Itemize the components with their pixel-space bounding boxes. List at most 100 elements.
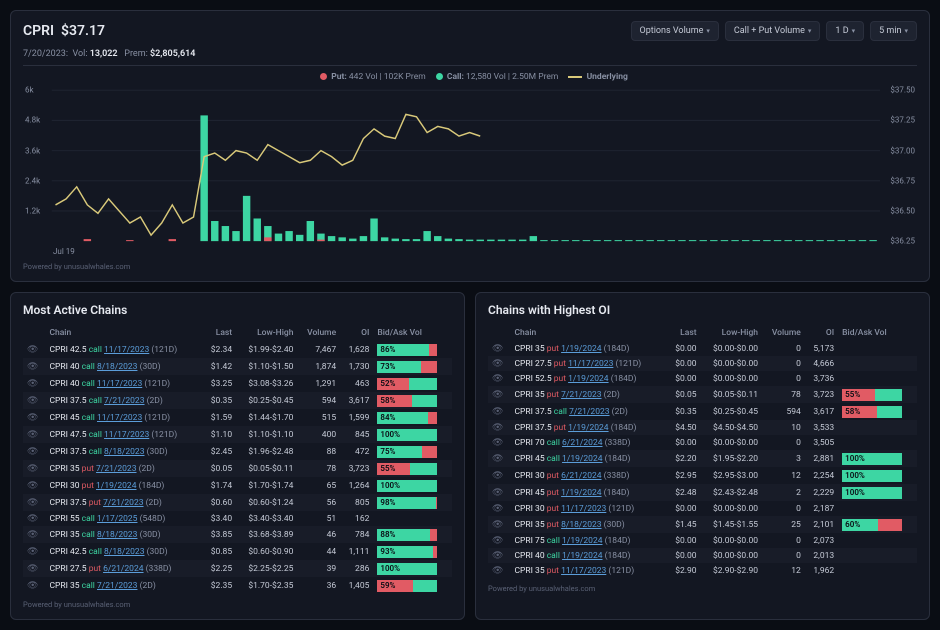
expiry-link[interactable]: 8/18/2023 [561, 520, 601, 530]
expiry-link[interactable]: 1/19/2024 [568, 374, 608, 384]
last-cell: $1.74 [202, 477, 236, 494]
expiry-link[interactable]: 7/21/2023 [561, 390, 601, 400]
eye-icon[interactable]: 👁 [492, 566, 503, 576]
expiry-link[interactable]: 7/21/2023 [96, 464, 136, 474]
control-1-d[interactable]: 1 D▾ [826, 21, 864, 41]
control-5-min[interactable]: 5 min▾ [870, 21, 917, 41]
col-header: Last [202, 325, 236, 341]
volume-cell: 1,874 [297, 358, 340, 375]
control-options-volume[interactable]: Options Volume▾ [631, 21, 719, 41]
eye-icon[interactable]: 👁 [27, 345, 38, 355]
chevron-down-icon: ▾ [706, 27, 710, 35]
expiry-link[interactable]: 1/17/2025 [97, 514, 137, 524]
table-row: 👁 CPRI 35 call 8/18/2023 (30D) $3.85 $3.… [23, 526, 452, 543]
expiry-link[interactable]: 7/21/2023 [104, 396, 144, 406]
volume-cell: 10 [762, 420, 805, 435]
expiry-link[interactable]: 7/21/2023 [569, 407, 609, 417]
eye-icon[interactable]: 👁 [492, 488, 503, 498]
table-row: 👁 CPRI 40 call 8/18/2023 (30D) $1.42 $1.… [23, 358, 452, 375]
eye-icon[interactable]: 👁 [27, 581, 38, 591]
expiry-link[interactable]: 1/19/2024 [561, 344, 601, 354]
chain-cell: CPRI 37.5 put 7/21/2023 (2D) [45, 494, 202, 511]
last-cell: $0.00 [667, 501, 701, 516]
eye-icon[interactable]: 👁 [27, 564, 38, 574]
legend-call-label: Call: [447, 72, 464, 82]
expiry-link[interactable]: 11/17/2023 [561, 566, 606, 576]
eye-icon[interactable]: 👁 [27, 379, 38, 389]
eye-icon[interactable]: 👁 [492, 407, 503, 417]
lowhigh-cell: $1.10-$1.50 [236, 358, 297, 375]
eye-icon[interactable]: 👁 [27, 413, 38, 423]
expiry-link[interactable]: 1/19/2024 [561, 488, 601, 498]
control-call-put-volume[interactable]: Call + Put Volume▾ [725, 21, 821, 41]
eye-icon[interactable]: 👁 [27, 396, 38, 406]
eye-icon[interactable]: 👁 [27, 498, 38, 508]
bid-ask-bar: 100% [377, 480, 437, 492]
oi-cell: 3,617 [340, 392, 373, 409]
last-cell: $3.25 [202, 375, 236, 392]
eye-icon[interactable]: 👁 [27, 362, 38, 372]
expiry-link[interactable]: 7/21/2023 [97, 581, 137, 591]
expiry-link[interactable]: 6/21/2024 [103, 564, 143, 574]
eye-icon[interactable]: 👁 [27, 464, 38, 474]
eye-icon[interactable]: 👁 [27, 481, 38, 491]
table-row: 👁 CPRI 45 call 11/17/2023 (121D) $1.59 $… [23, 409, 452, 426]
last-cell: $0.00 [667, 371, 701, 386]
expiry-link[interactable]: 11/17/2023 [97, 379, 142, 389]
underlying-line-icon [568, 76, 582, 78]
bid-ask-bar: 100% [842, 487, 902, 499]
expiry-link[interactable]: 7/21/2023 [103, 498, 143, 508]
call-dot-icon [436, 73, 443, 80]
expiry-link[interactable]: 11/17/2023 [104, 430, 149, 440]
lowhigh-cell: $0.00-$0.00 [701, 548, 762, 563]
lowhigh-cell: $2.25-$2.25 [236, 560, 297, 577]
eye-icon[interactable]: 👁 [492, 471, 503, 481]
expiry-link[interactable]: 11/17/2023 [97, 413, 142, 423]
oi-cell: 286 [340, 560, 373, 577]
eye-icon[interactable]: 👁 [27, 447, 38, 457]
expiry-link[interactable]: 1/19/2024 [562, 551, 602, 561]
eye-icon[interactable]: 👁 [492, 438, 503, 448]
expiry-link[interactable]: 11/17/2023 [561, 504, 606, 514]
volume-cell: 44 [297, 543, 340, 560]
expiry-link[interactable]: 6/21/2024 [561, 471, 601, 481]
eye-icon[interactable]: 👁 [492, 359, 503, 369]
y-axis-left-tick: 2.4k [25, 176, 40, 185]
eye-icon[interactable]: 👁 [27, 530, 38, 540]
expiry-link[interactable]: 8/18/2023 [104, 447, 144, 457]
chain-cell: CPRI 35 put 8/18/2023 (30D) [511, 516, 667, 533]
expiry-link[interactable]: 1/19/2024 [568, 423, 608, 433]
expiry-link[interactable]: 1/19/2024 [96, 481, 136, 491]
expiry-link[interactable]: 1/19/2024 [562, 454, 602, 464]
expiry-link[interactable]: 11/17/2023 [568, 359, 613, 369]
eye-icon[interactable]: 👁 [492, 374, 503, 384]
eye-icon[interactable]: 👁 [492, 520, 503, 530]
eye-icon[interactable]: 👁 [492, 423, 503, 433]
expiry-link[interactable]: 8/18/2023 [104, 547, 144, 557]
y-axis-right-tick: $36.25 [890, 237, 915, 246]
eye-icon[interactable]: 👁 [27, 547, 38, 557]
eye-icon[interactable]: 👁 [492, 504, 503, 514]
eye-icon[interactable]: 👁 [27, 430, 38, 440]
expiry-link[interactable]: 8/18/2023 [97, 362, 137, 372]
lowhigh-cell: $2.95-$3.00 [701, 467, 762, 484]
eye-icon[interactable]: 👁 [27, 514, 38, 524]
ticker-price: CPRI $37.17 [23, 23, 105, 39]
lowhigh-cell: $1.96-$2.48 [236, 443, 297, 460]
bid-ask-bar: 59% [377, 580, 437, 592]
expiry-link[interactable]: 6/21/2024 [562, 438, 602, 448]
eye-icon[interactable]: 👁 [492, 454, 503, 464]
chain-cell: CPRI 27.5 put 11/17/2023 (121D) [511, 356, 667, 371]
expiry-link[interactable]: 8/18/2023 [97, 530, 137, 540]
expiry-link[interactable]: 11/17/2023 [104, 345, 149, 355]
eye-icon[interactable]: 👁 [492, 344, 503, 354]
lowhigh-cell: $0.00-$0.00 [701, 501, 762, 516]
oi-cell: 3,617 [805, 403, 838, 420]
eye-icon[interactable]: 👁 [492, 390, 503, 400]
last-cell: $0.00 [667, 356, 701, 371]
expiry-link[interactable]: 1/19/2024 [562, 536, 602, 546]
last-cell: $0.05 [667, 386, 701, 403]
eye-icon[interactable]: 👁 [492, 536, 503, 546]
eye-icon[interactable]: 👁 [492, 551, 503, 561]
oi-cell: 2,013 [805, 548, 838, 563]
